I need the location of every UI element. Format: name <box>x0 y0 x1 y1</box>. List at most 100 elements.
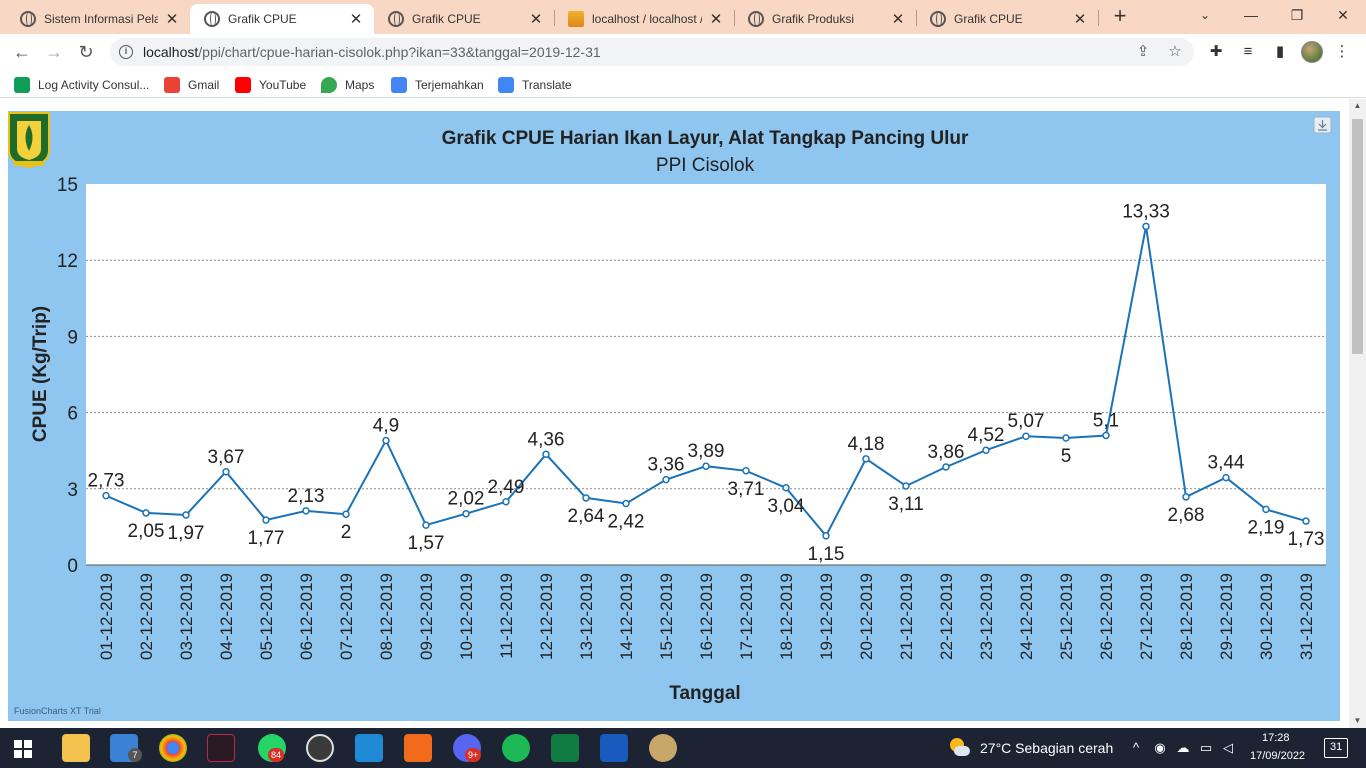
data-point[interactable] <box>1062 434 1070 442</box>
data-point[interactable] <box>382 436 390 445</box>
davinci-icon[interactable] <box>207 734 235 762</box>
address-bar[interactable]: i localhost/ppi/chart/cpue-harian-cisolo… <box>110 38 1194 66</box>
y-tick-label: 0 <box>67 556 78 577</box>
data-point[interactable] <box>222 468 230 476</box>
bookmark-item[interactable]: YouTube <box>235 76 306 94</box>
browser-tab[interactable]: localhost / localhost / ✕ <box>554 4 734 34</box>
back-button[interactable]: ← <box>13 42 31 62</box>
bookmark-label: Translate <box>522 78 572 92</box>
data-point[interactable] <box>422 521 430 529</box>
data-point[interactable] <box>982 446 990 454</box>
bookmark-item[interactable]: Translate <box>498 76 572 94</box>
chrome-icon[interactable] <box>159 734 187 762</box>
tab-close-icon[interactable]: ✕ <box>709 11 723 28</box>
xampp-icon[interactable] <box>404 734 432 762</box>
browser-tab[interactable]: Grafik Produksi ✕ <box>734 4 916 34</box>
profile-avatar[interactable] <box>1301 41 1323 63</box>
paint-icon[interactable] <box>649 734 677 762</box>
meet-now-icon[interactable]: ◉ <box>1154 740 1166 755</box>
weather-text[interactable]: 27°C Sebagian cerah <box>980 740 1114 756</box>
data-point[interactable] <box>1302 517 1310 525</box>
new-tab-button[interactable]: + <box>1113 3 1127 28</box>
onedrive-icon[interactable]: ☁ <box>1176 740 1190 755</box>
tab-close-icon[interactable]: ✕ <box>1073 11 1087 28</box>
data-label: 2 <box>341 522 352 543</box>
tab-close-icon[interactable]: ✕ <box>349 11 363 28</box>
data-point[interactable] <box>862 455 870 463</box>
data-point[interactable] <box>1022 432 1030 440</box>
forward-button[interactable]: → <box>45 42 63 62</box>
x-tick-label: 23-12-2019 <box>977 573 996 660</box>
restore-button[interactable]: ❐ <box>1290 7 1304 23</box>
side-panel-icon[interactable]: ▮ <box>1275 43 1285 60</box>
reload-button[interactable]: ↻ <box>78 42 94 62</box>
data-point[interactable] <box>942 463 950 471</box>
bookmark-item[interactable]: Maps <box>321 76 374 94</box>
vertical-scrollbar[interactable]: ▲ ▼ <box>1349 99 1366 728</box>
bookmark-item[interactable]: Gmail <box>164 76 219 94</box>
excel-icon[interactable] <box>551 734 579 762</box>
file-explorer-icon[interactable] <box>62 734 90 762</box>
browser-tab[interactable]: Grafik CPUE ✕ <box>374 4 554 34</box>
clock-time[interactable]: 17:28 <box>1262 732 1290 744</box>
x-tick-label: 30-12-2019 <box>1257 573 1276 660</box>
data-point[interactable] <box>902 482 910 490</box>
media-control-icon[interactable]: ≡ <box>1243 43 1253 60</box>
bookmark-item[interactable]: Log Activity Consul... <box>14 76 149 94</box>
share-icon[interactable]: ⇪ <box>1136 43 1150 60</box>
data-point[interactable] <box>1262 505 1270 514</box>
notification-center-icon[interactable]: 31 <box>1324 738 1348 758</box>
clock-date[interactable]: 17/09/2022 <box>1250 750 1306 762</box>
data-point[interactable] <box>302 507 310 515</box>
tab-search-icon[interactable]: ⌄ <box>1199 8 1211 22</box>
data-point[interactable] <box>102 491 110 500</box>
tab-close-icon[interactable]: ✕ <box>891 11 905 28</box>
data-point[interactable] <box>142 509 150 517</box>
word-icon[interactable] <box>600 734 628 762</box>
browser-tab-active[interactable]: Grafik CPUE ✕ <box>190 4 374 34</box>
url-text[interactable]: localhost/ppi/chart/cpue-harian-cisolok.… <box>143 44 601 60</box>
windows-start-icon[interactable] <box>14 740 32 758</box>
menu-icon[interactable]: ⋮ <box>1334 43 1350 60</box>
vscode-icon[interactable] <box>355 734 383 762</box>
x-tick-label: 25-12-2019 <box>1057 573 1076 660</box>
minimize-button[interactable]: — <box>1244 7 1258 23</box>
window-close-button[interactable]: ✕ <box>1337 7 1349 23</box>
mail-badge: 7 <box>128 748 142 762</box>
data-point[interactable] <box>342 510 350 518</box>
network-icon[interactable]: ▭ <box>1199 740 1213 755</box>
scroll-down-icon[interactable]: ▼ <box>1353 716 1362 725</box>
volume-icon[interactable]: ◁ <box>1223 740 1233 755</box>
data-point[interactable] <box>182 511 190 519</box>
show-hidden-icons-icon[interactable]: ^ <box>1132 740 1140 755</box>
data-point[interactable] <box>742 467 750 475</box>
data-point[interactable] <box>542 450 550 459</box>
tab-close-icon[interactable]: ✕ <box>165 11 179 28</box>
data-point[interactable] <box>1222 473 1230 482</box>
data-point[interactable] <box>822 532 830 540</box>
data-point[interactable] <box>462 509 470 518</box>
data-point[interactable] <box>782 484 790 492</box>
browser-tab[interactable]: Sistem Informasi Pelab ✕ <box>6 4 190 34</box>
data-point[interactable] <box>1182 493 1190 501</box>
data-point[interactable] <box>582 494 590 502</box>
browser-tab[interactable]: Grafik CPUE ✕ <box>916 4 1098 34</box>
data-point[interactable] <box>1142 222 1150 231</box>
extensions-icon[interactable]: ✚ <box>1209 43 1223 60</box>
data-point[interactable] <box>622 499 630 508</box>
scrollbar-thumb[interactable] <box>1352 119 1363 354</box>
data-point[interactable] <box>1102 431 1110 440</box>
bookmark-item[interactable]: Terjemahkan <box>391 76 484 94</box>
export-chart-icon[interactable] <box>1313 116 1332 134</box>
obs-icon[interactable] <box>306 734 334 762</box>
scroll-up-icon[interactable]: ▲ <box>1353 101 1362 110</box>
site-info-icon[interactable]: i <box>119 45 133 59</box>
spotify-icon[interactable] <box>502 734 530 762</box>
data-point[interactable] <box>702 462 710 470</box>
data-point[interactable] <box>502 498 510 506</box>
bookmark-star-icon[interactable]: ☆ <box>1168 43 1182 60</box>
weather-icon[interactable] <box>948 738 970 756</box>
data-point[interactable] <box>662 475 670 484</box>
tab-close-icon[interactable]: ✕ <box>529 11 543 28</box>
data-point[interactable] <box>262 516 270 524</box>
